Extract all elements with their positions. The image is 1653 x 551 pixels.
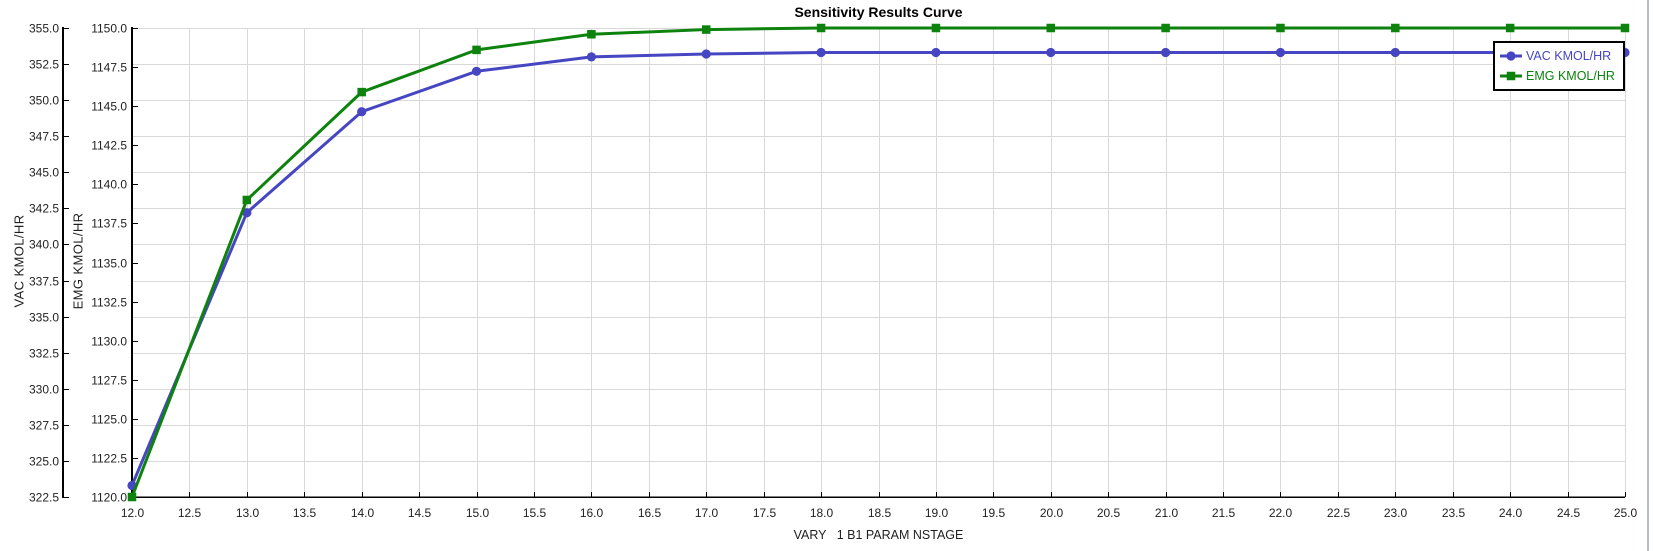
y1-tick-label: 337.5: [29, 275, 59, 289]
y2-tick-label: 1145.0: [91, 100, 127, 114]
series-marker-vac: [1161, 47, 1171, 58]
legend-item: EMG KMOL/HR: [1500, 69, 1623, 83]
y2-tick-label: 1132.5: [91, 296, 127, 310]
x-tick-label: 20.0: [1040, 506, 1064, 520]
y2-tick-label: 1142.5: [91, 139, 127, 153]
series-marker-emg: [1046, 23, 1056, 33]
legend-label: VAC KMOL/HR: [1526, 49, 1612, 63]
legend-label: EMG KMOL/HR: [1526, 69, 1615, 83]
y1-tick-label: 325.0: [29, 455, 59, 469]
x-tick-label: 13.0: [236, 506, 260, 520]
right-divider: [1647, 0, 1649, 551]
y2-tick-label: 1127.5: [91, 374, 127, 388]
series-marker-emg: [1276, 23, 1285, 33]
x-tick-label: 21.5: [1212, 506, 1236, 520]
x-tick-label: 22.5: [1327, 506, 1351, 520]
series-marker-vac: [357, 107, 367, 117]
y1-tick-label: 347.5: [29, 130, 59, 144]
series-marker-vac: [1046, 47, 1056, 58]
y1-tick-label: 342.5: [29, 202, 59, 216]
x-tick-label: 24.0: [1499, 506, 1523, 520]
legend-item: VAC KMOL/HR: [1500, 49, 1623, 63]
x-tick-label: 15.5: [523, 506, 547, 520]
series-marker-emg: [816, 23, 826, 33]
x-tick-label: 16.0: [580, 506, 604, 520]
series-marker-emg: [357, 87, 366, 97]
series-marker-emg: [1161, 23, 1170, 33]
series-marker-vac: [931, 47, 941, 58]
series-marker-vac: [701, 49, 711, 59]
x-tick-label: 12.0: [121, 506, 145, 520]
y1-tick-label: 345.0: [29, 166, 59, 180]
series-line-vac: [130, 51, 1625, 487]
series-marker-emg: [1505, 23, 1515, 33]
y2-axis-title: EMG KMOL/HR: [70, 212, 86, 310]
y1-tick-label: 355.0: [29, 22, 59, 36]
x-tick-label: 23.5: [1442, 506, 1466, 520]
x-tick-label: 18.0: [810, 506, 834, 520]
y2-tick-label: 1150.0: [91, 22, 127, 36]
x-tick-label: 18.5: [868, 506, 892, 520]
x-tick-label: 19.5: [982, 506, 1006, 520]
series-marker-vac: [1275, 47, 1286, 58]
x-tick-label: 17.5: [753, 506, 777, 520]
y1-tick-label: 335.0: [29, 311, 59, 325]
series-marker-emg: [1620, 23, 1630, 33]
chart-title: Sensitivity Results Curve: [794, 4, 963, 20]
y1-tick-label: 352.5: [29, 58, 59, 72]
x-tick-label: 20.5: [1097, 506, 1121, 520]
x-axis-title: VARY 1 B1 PARAM NSTAGE: [793, 528, 964, 542]
series-marker-vac: [242, 208, 252, 218]
x-tick-label: 24.5: [1557, 506, 1581, 520]
x-tick-label: 14.5: [408, 506, 432, 520]
y1-tick-label: 332.5: [29, 347, 59, 361]
legend-line-circle-swatch: [1500, 51, 1522, 61]
y1-tick-label: 327.5: [29, 419, 59, 433]
series-marker-emg: [1391, 23, 1400, 33]
y2-tick-label: 1130.0: [91, 335, 127, 349]
series-marker-vac: [471, 66, 482, 76]
y2-tick-label: 1122.5: [91, 452, 127, 466]
x-tick-label: 22.0: [1269, 506, 1293, 520]
y1-tick-label: 322.5: [29, 491, 59, 505]
series-marker-emg: [931, 23, 941, 33]
y2-tick-label: 1147.5: [91, 61, 127, 75]
series-marker-vac: [816, 47, 826, 58]
x-tick-label: 25.0: [1614, 506, 1638, 520]
series-marker-emg: [587, 30, 596, 39]
series-marker-emg: [127, 492, 137, 502]
x-tick-label: 17.0: [695, 506, 719, 520]
series-marker-emg: [472, 45, 481, 55]
x-tick-label: 21.0: [1155, 506, 1179, 520]
series-marker-vac: [1390, 47, 1400, 58]
x-tick-label: 15.0: [466, 506, 490, 520]
y1-tick-label: 350.0: [29, 94, 59, 108]
y1-tick-label: 340.0: [29, 238, 59, 252]
series-marker-emg: [242, 195, 252, 205]
series-marker-vac: [586, 52, 596, 62]
x-tick-label: 13.5: [293, 506, 317, 520]
series-marker-emg: [701, 25, 711, 34]
x-tick-label: 19.0: [925, 506, 949, 520]
y2-tick-label: 1137.5: [91, 217, 127, 231]
y2-tick-label: 1135.0: [91, 257, 127, 271]
y2-tick-label: 1120.0: [91, 491, 127, 505]
x-tick-label: 12.5: [178, 506, 202, 520]
legend[interactable]: VAC KMOL/HR EMG KMOL/HR: [1493, 41, 1625, 91]
x-tick-label: 16.5: [638, 506, 662, 520]
x-tick-label: 23.0: [1384, 506, 1408, 520]
y1-axis-title: VAC KMOL/HR: [11, 214, 27, 308]
y2-tick-label: 1125.0: [91, 413, 127, 427]
y1-tick-label: 330.0: [29, 383, 59, 397]
series-line-emg: [130, 26, 1625, 498]
x-tick-label: 14.0: [351, 506, 375, 520]
legend-line-square-swatch: [1500, 71, 1522, 81]
y2-tick-label: 1140.0: [91, 178, 127, 192]
